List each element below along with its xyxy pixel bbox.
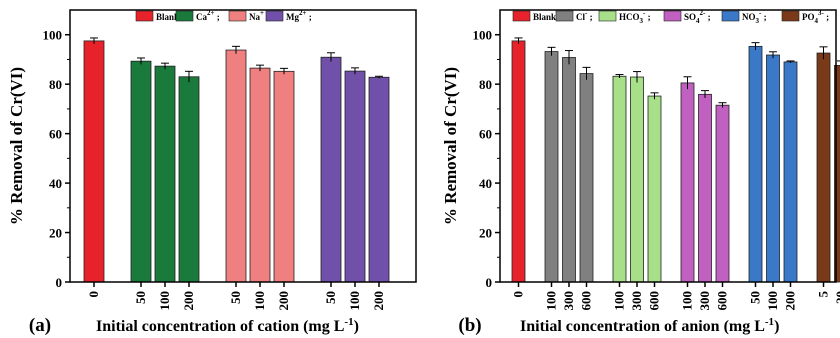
plot-frame: [69, 9, 417, 283]
legend-entry: Na+ ;: [228, 9, 269, 22]
bar: [834, 64, 840, 283]
x-tick-label: 50: [228, 291, 243, 304]
x-tick-label: 20: [833, 291, 840, 304]
legend-label: NO3- ;: [742, 9, 767, 25]
x-tick-label: 200: [181, 291, 196, 311]
y-tick-label: 20: [49, 226, 62, 241]
legend-swatch: [721, 10, 740, 22]
bar: [680, 82, 695, 283]
bar: [579, 73, 594, 283]
bar: [562, 57, 576, 283]
legend-label: HCO3- ;: [619, 9, 651, 25]
bar: [320, 56, 342, 283]
x-tick-label: 100: [347, 291, 362, 311]
x-tick-label: 50: [748, 291, 763, 304]
legend-swatch: [175, 10, 194, 22]
bar: [698, 93, 712, 283]
legend-entry: PO43- ;: [781, 9, 829, 25]
bar: [154, 65, 176, 283]
legend-entry: HCO3- ;: [598, 9, 651, 25]
x-tick-label: 300: [697, 291, 712, 311]
legend-entry: Ca2+ ;: [175, 9, 220, 22]
bar: [344, 70, 366, 283]
bar: [816, 52, 831, 283]
x-tick-label: 50: [133, 291, 148, 304]
x-tick-label: 100: [765, 291, 780, 311]
legend-label: PO43- ;: [802, 9, 829, 25]
bar: [766, 54, 780, 283]
x-tick-label: 0: [86, 291, 101, 298]
bar: [511, 40, 526, 283]
bar: [178, 76, 200, 283]
legend-swatch: [135, 10, 154, 22]
x-tick-label: 200: [371, 291, 386, 311]
bar: [83, 40, 105, 283]
bar: [612, 75, 627, 283]
bar: [368, 76, 390, 283]
legend-entry: NO3- ;: [721, 9, 767, 25]
y-tick-label: 0: [486, 275, 493, 290]
panel-letter: (a): [29, 315, 51, 336]
bar: [273, 70, 295, 283]
bar: [630, 76, 644, 283]
legend-label: Mg2+ ;: [286, 9, 312, 22]
y-tick-label: 40: [479, 176, 492, 191]
y-tick-label: 0: [56, 275, 63, 290]
x-tick-label: 300: [561, 291, 576, 311]
bar: [715, 104, 730, 283]
bar: [748, 45, 763, 283]
y-tick-label: 60: [49, 127, 62, 142]
legend-swatch: [228, 10, 247, 22]
bar: [783, 61, 798, 283]
x-tick-label: 600: [579, 291, 594, 311]
x-tick-label: 600: [647, 291, 662, 311]
x-axis-label: Initial concentration of cation (mg L-1): [96, 316, 359, 335]
y-tick-label: 60: [479, 127, 492, 142]
x-tick-label: 5: [816, 291, 831, 298]
legend-swatch: [265, 10, 284, 22]
legend-swatch: [663, 10, 682, 22]
y-tick-label: 40: [49, 176, 62, 191]
legend-label: Ca2+ ;: [196, 9, 220, 22]
y-axis-label: % Removal of Cr(VI): [441, 67, 460, 225]
panel-letter: (b): [458, 315, 481, 336]
x-tick-label: 100: [680, 291, 695, 311]
legend-label: SO42- ;: [684, 9, 711, 25]
legend-entry: Blank ;: [512, 10, 561, 22]
bar: [225, 49, 247, 283]
legend-entry: Mg2+ ;: [265, 9, 312, 22]
bar: [647, 95, 662, 283]
x-tick-label: 600: [715, 291, 730, 311]
x-tick-label: 200: [783, 291, 798, 311]
x-tick-label: 50: [323, 291, 338, 304]
legend-swatch: [555, 10, 574, 22]
legend-swatch: [781, 10, 800, 22]
plot-frame: [499, 9, 837, 283]
y-tick-label: 100: [473, 28, 493, 43]
legend-entry: Cl- ;: [555, 9, 593, 22]
x-tick-label: 100: [544, 291, 559, 311]
legend-label: Cl- ;: [576, 9, 593, 22]
legend-swatch: [598, 10, 617, 22]
x-tick-label: 0: [511, 291, 526, 298]
x-tick-label: 100: [157, 291, 172, 311]
bar: [249, 67, 271, 283]
bar: [130, 60, 152, 283]
y-tick-label: 80: [479, 77, 492, 92]
chart-panel-a: 0 20 40 60 80 100 0 50 100 200 50 100 200 50 100 200 % R…: [7, 9, 417, 336]
x-axis-label: Initial concentration of anion (mg L-1): [520, 316, 779, 335]
y-tick-label: 100: [43, 28, 63, 43]
legend-swatch: [512, 10, 531, 22]
x-tick-label: 100: [612, 291, 627, 311]
legend-entry: SO42- ;: [663, 9, 711, 25]
x-tick-label: 300: [629, 291, 644, 311]
x-tick-label: 200: [276, 291, 291, 311]
bar: [544, 51, 559, 283]
y-axis-label: % Removal of Cr(VI): [7, 67, 26, 225]
y-tick-label: 20: [479, 226, 492, 241]
y-tick-label: 80: [49, 77, 62, 92]
x-tick-label: 100: [252, 291, 267, 311]
